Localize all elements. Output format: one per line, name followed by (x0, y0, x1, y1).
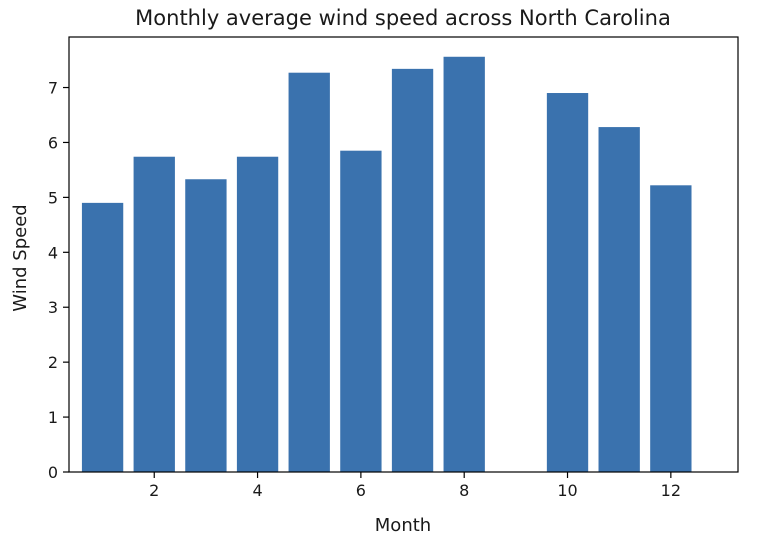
bar-month-12 (650, 185, 692, 473)
x-axis-ticks: 2 4 6 8 10 12 (149, 472, 681, 500)
x-tick-label: 6 (356, 481, 366, 500)
y-tick-label: 0 (48, 463, 58, 482)
y-tick-label: 1 (48, 408, 58, 427)
x-tick-label: 12 (661, 481, 681, 500)
y-tick-label: 7 (48, 79, 58, 98)
x-axis-label: Month (375, 515, 431, 536)
bar-month-6 (340, 150, 382, 472)
bar-month-4 (236, 156, 279, 473)
bar-month-7 (391, 68, 434, 473)
plot-frame (68, 36, 739, 473)
bar-month-5 (288, 72, 330, 472)
y-tick-label: 6 (48, 133, 58, 152)
y-axis-ticks: 0 1 2 3 4 5 6 7 (48, 79, 69, 482)
bars-group (81, 56, 692, 473)
bar-month-10 (546, 93, 589, 473)
bar-month-11 (598, 127, 640, 472)
x-tick-label: 8 (459, 481, 469, 500)
y-tick-label: 5 (48, 188, 58, 207)
y-tick-label: 3 (48, 298, 58, 317)
y-axis-label: Wind Speed (10, 204, 31, 311)
x-tick-label: 4 (252, 481, 262, 500)
y-tick-label: 2 (48, 353, 58, 372)
x-tick-label: 10 (557, 481, 577, 500)
bar-month-2 (133, 156, 175, 473)
y-tick-label: 4 (48, 243, 58, 262)
bar-month-8 (443, 56, 485, 473)
bar-month-1 (81, 202, 124, 472)
chart-title: Monthly average wind speed across North … (135, 6, 671, 30)
x-tick-label: 2 (149, 481, 159, 500)
bar-month-3 (185, 179, 227, 472)
